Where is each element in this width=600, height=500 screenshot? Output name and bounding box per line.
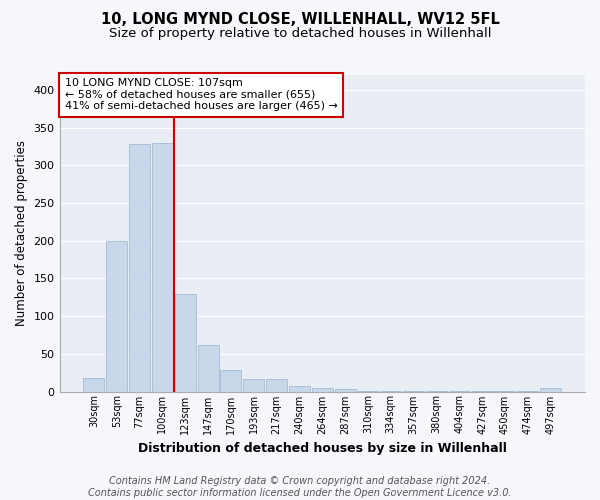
Bar	[358, 391, 379, 392]
Y-axis label: Number of detached properties: Number of detached properties	[15, 140, 28, 326]
Bar	[175, 294, 196, 392]
Bar	[312, 388, 333, 392]
Bar	[403, 391, 424, 392]
Bar	[106, 241, 127, 392]
Bar	[494, 391, 515, 392]
Bar	[83, 378, 104, 392]
Bar	[152, 143, 173, 392]
Bar	[289, 386, 310, 392]
Bar	[243, 380, 264, 392]
Bar	[335, 390, 356, 392]
Text: 10, LONG MYND CLOSE, WILLENHALL, WV12 5FL: 10, LONG MYND CLOSE, WILLENHALL, WV12 5F…	[101, 12, 499, 28]
X-axis label: Distribution of detached houses by size in Willenhall: Distribution of detached houses by size …	[138, 442, 507, 455]
Bar	[129, 144, 150, 392]
Bar	[197, 345, 218, 392]
Bar	[472, 391, 493, 392]
Bar	[220, 370, 241, 392]
Bar	[266, 380, 287, 392]
Bar	[449, 391, 470, 392]
Text: Size of property relative to detached houses in Willenhall: Size of property relative to detached ho…	[109, 28, 491, 40]
Bar	[540, 388, 561, 392]
Text: Contains HM Land Registry data © Crown copyright and database right 2024.
Contai: Contains HM Land Registry data © Crown c…	[88, 476, 512, 498]
Text: 10 LONG MYND CLOSE: 107sqm
← 58% of detached houses are smaller (655)
41% of sem: 10 LONG MYND CLOSE: 107sqm ← 58% of deta…	[65, 78, 338, 112]
Bar	[517, 391, 538, 392]
Bar	[426, 391, 447, 392]
Bar	[380, 391, 401, 392]
